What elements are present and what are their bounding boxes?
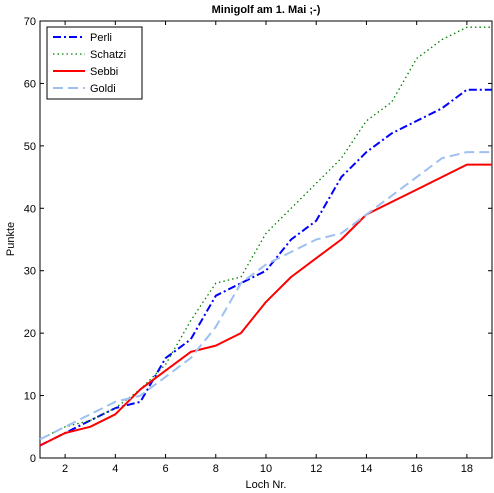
x-tick-label: 18 [461, 463, 473, 475]
x-tick-label: 10 [260, 463, 272, 475]
y-tick-label: 10 [24, 391, 36, 403]
series-line-schatzi [39, 26, 492, 440]
x-tick-label: 16 [411, 463, 423, 475]
x-tick-label: 14 [360, 463, 372, 475]
legend: Perli Schatzi Sebbi Goldi [46, 26, 143, 100]
x-tick-label: 2 [62, 463, 68, 475]
legend-label-schatzi: Schatzi [90, 49, 126, 61]
y-tick-label: 20 [24, 328, 36, 340]
y-axis-label: Punkte [5, 222, 17, 256]
x-tick-label: 8 [213, 463, 219, 475]
x-tick-label: 6 [162, 463, 168, 475]
x-tick-label: 4 [112, 463, 118, 475]
legend-label-sebbi: Sebbi [90, 66, 118, 78]
legend-label-goldi: Goldi [90, 83, 116, 95]
series-line-goldi [39, 151, 492, 441]
y-tick-label: 50 [24, 141, 36, 153]
y-tick-label: 60 [24, 78, 36, 90]
axis-ticks: 2 4 6 8 10 12 14 16 18 0 10 20 30 40 50 60 70 [24, 16, 492, 475]
y-tick-label: 0 [30, 453, 36, 465]
y-tick-label: 70 [24, 16, 36, 28]
x-tick-label: 12 [310, 463, 322, 475]
series-group [39, 26, 492, 447]
y-tick-label: 30 [24, 266, 36, 278]
x-axis-label: Loch Nr. [246, 479, 287, 491]
chart-title: Minigolf am 1. Mai ;-) [212, 4, 321, 16]
legend-label-perli: Perli [90, 32, 112, 44]
y-tick-label: 40 [24, 203, 36, 215]
series-line-sebbi [39, 163, 492, 447]
